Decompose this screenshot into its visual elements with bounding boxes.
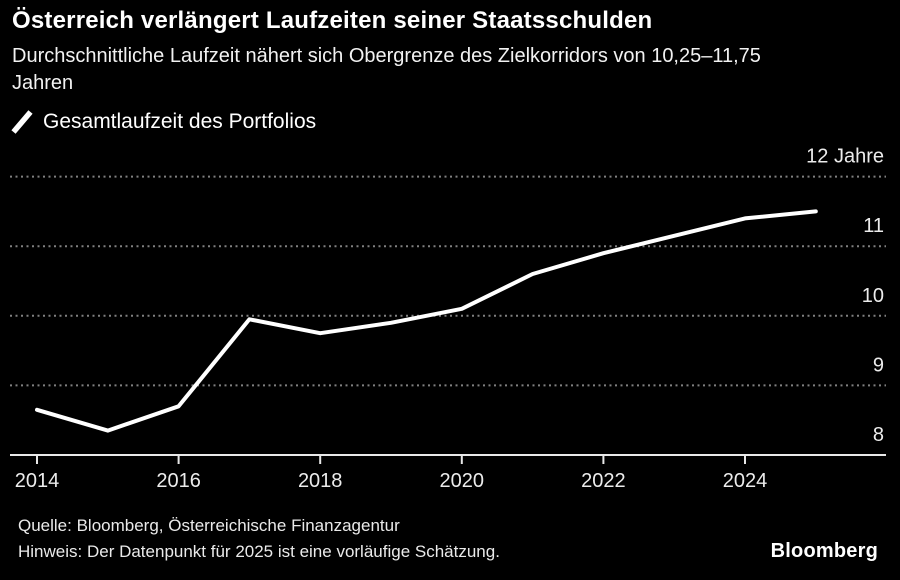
- legend-line-slash-icon: [11, 110, 33, 134]
- bloomberg-logo: Bloomberg: [770, 540, 878, 562]
- y-tick-label: 12 Jahre: [806, 146, 884, 168]
- footer-source: Quelle: Bloomberg, Österreichische Finan…: [18, 516, 400, 535]
- x-tick-label: 2024: [723, 470, 768, 492]
- footer: Quelle: Bloomberg, Österreichische Finan…: [18, 513, 500, 565]
- maturity-line-chart: 12 Jahre 11 10 9 8 2014 2016 2018 2020 2022 2024: [10, 146, 886, 492]
- x-tick-label: 2016: [156, 470, 201, 492]
- chart-subtitle: Durchschnittliche Laufzeit nähert sich O…: [12, 45, 761, 94]
- x-tick-label: 2018: [298, 470, 343, 492]
- y-tick-label: 9: [873, 354, 884, 376]
- series-line-gesamtlaufzeit: [35, 209, 818, 433]
- legend-label: Gesamtlaufzeit des Portfolios: [43, 110, 317, 133]
- y-tick-label: 11: [863, 215, 884, 237]
- chart-title: Österreich verlängert Laufzeiten seiner …: [12, 7, 653, 34]
- y-tick-label: 8: [873, 424, 884, 446]
- y-tick-label: 10: [862, 285, 884, 307]
- legend: Gesamtlaufzeit des Portfolios: [10, 109, 316, 135]
- x-tick-label: 2022: [581, 470, 626, 492]
- x-tick-label: 2020: [440, 470, 485, 492]
- footer-note: Hinweis: Der Datenpunkt für 2025 ist ein…: [18, 542, 500, 561]
- x-tick-label: 2014: [15, 470, 60, 492]
